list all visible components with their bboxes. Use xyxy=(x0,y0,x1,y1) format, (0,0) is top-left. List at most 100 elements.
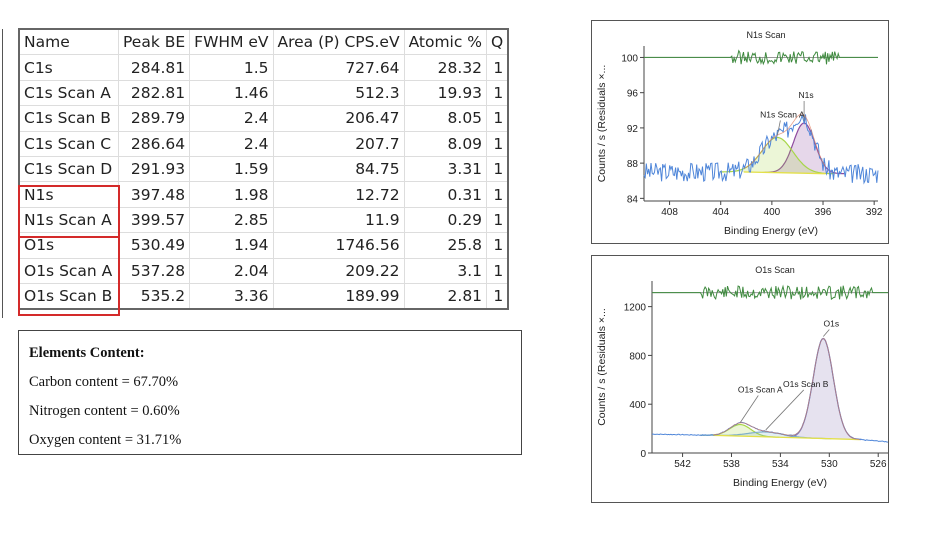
cell-q: 1 xyxy=(486,105,509,132)
envelope-line xyxy=(713,338,860,440)
peak-fill xyxy=(786,338,861,440)
col-area: Area (P) CPS.eV xyxy=(272,28,405,56)
cell-area: 727.64 xyxy=(272,54,405,81)
table-row: C1s Scan D 291.93 1.59 84.75 3.31 1 xyxy=(18,155,509,183)
nitrogen-content: Nitrogen content = 0.60% xyxy=(29,403,180,419)
peak-label-leader xyxy=(765,389,805,431)
cell-fwhm: 1.46 xyxy=(189,79,274,107)
peak-label-leader xyxy=(776,120,781,136)
cell-q: 1 xyxy=(486,232,509,259)
envelope-line xyxy=(744,113,826,169)
x-axis-label: Binding Energy (eV) xyxy=(724,225,818,237)
peak-fill xyxy=(720,137,835,174)
cell-name: C1s xyxy=(18,54,119,81)
cell-name: N1s Scan A xyxy=(18,206,119,234)
o1s-chart-svg: 542 538 534 530 526 0 400 800 1200 O1s Scan Bindin… xyxy=(596,265,889,489)
x-tick-label: 392 xyxy=(866,207,883,218)
y-tick-label: 88 xyxy=(627,159,639,170)
cell-q: 1 xyxy=(486,206,509,234)
cell-name: C1s Scan B xyxy=(18,105,119,132)
y-axis-label: Counts / s (Residuals ×... xyxy=(596,308,608,426)
elements-content-box: Elements Content: Carbon content = 67.70… xyxy=(18,330,522,455)
o1s-chart: 542 538 534 530 526 0 400 800 1200 O1s Scan Bindin… xyxy=(591,255,889,503)
cell-fwhm: 1.59 xyxy=(189,155,274,183)
left-panel-edge xyxy=(2,29,3,318)
cell-fwhm: 2.4 xyxy=(189,105,274,132)
x-tick-label: 542 xyxy=(674,459,691,470)
cell-area: 206.47 xyxy=(272,105,405,132)
cell-peak-be: 284.81 xyxy=(117,54,191,81)
peak-fill xyxy=(764,123,845,174)
table-header-row: Name Peak BE FWHM eV Area (P) CPS.eV Ato… xyxy=(18,28,509,56)
cell-peak-be: 291.93 xyxy=(117,155,191,183)
cell-peak-be: 286.64 xyxy=(117,130,191,157)
cell-name: O1s Scan A xyxy=(18,257,119,284)
oxygen-highlight-box xyxy=(18,236,120,316)
chart-title: O1s Scan xyxy=(755,265,795,275)
y-tick-label: 92 xyxy=(627,124,639,135)
x-tick-label: 534 xyxy=(772,459,789,470)
table-row: C1s 284.81 1.5 727.64 28.32 1 xyxy=(18,54,509,81)
chart-title: N1s Scan xyxy=(746,30,785,40)
cell-q: 1 xyxy=(486,257,509,284)
x-tick-label: 404 xyxy=(712,207,729,218)
cell-q: 1 xyxy=(486,282,509,310)
peak-label: N1s Scan A xyxy=(760,109,805,119)
cell-atomic: 2.81 xyxy=(403,282,488,310)
col-peak-be: Peak BE xyxy=(117,28,191,56)
table-row: C1s Scan C 286.64 2.4 207.7 8.09 1 xyxy=(18,130,509,157)
cell-atomic: 25.8 xyxy=(403,232,488,259)
cell-q: 1 xyxy=(486,155,509,183)
cell-area: 1746.56 xyxy=(272,232,405,259)
x-tick-label: 538 xyxy=(723,459,740,470)
cell-fwhm: 2.04 xyxy=(189,257,274,284)
peak-table: Name Peak BE FWHM eV Area (P) CPS.eV Ato… xyxy=(18,28,510,311)
elements-title: Elements Content: xyxy=(29,345,145,361)
cell-area: 189.99 xyxy=(272,282,405,310)
peak-label: N1s xyxy=(799,90,814,100)
cell-atomic: 0.29 xyxy=(403,206,488,234)
residual-line xyxy=(644,49,878,66)
table-row: C1s Scan B 289.79 2.4 206.47 8.05 1 xyxy=(18,105,509,132)
cell-name: O1s Scan B xyxy=(18,282,119,310)
cell-area: 512.3 xyxy=(272,79,405,107)
peak-label-leader xyxy=(739,395,759,423)
peak-label: O1s Scan B xyxy=(783,379,829,389)
carbon-content: Carbon content = 67.70% xyxy=(29,374,179,390)
x-tick-label: 408 xyxy=(661,207,678,218)
raw-data-line xyxy=(643,113,879,185)
background-line xyxy=(743,171,826,175)
cell-name: C1s Scan C xyxy=(18,130,119,157)
cell-q: 1 xyxy=(486,130,509,157)
cell-fwhm: 1.98 xyxy=(189,181,274,208)
residual-line xyxy=(652,284,888,301)
n1s-chart: 408 404 400 396 392 84 88 92 96 100 N1s Scan Bindin… xyxy=(591,20,889,244)
cell-area: 84.75 xyxy=(272,155,405,183)
cell-q: 1 xyxy=(486,54,509,81)
n1s-chart-svg: 408 404 400 396 392 84 88 92 96 100 N1s Scan Bindin… xyxy=(596,30,883,237)
y-tick-label: 800 xyxy=(629,351,646,362)
cell-name: C1s Scan D xyxy=(18,155,119,183)
peak-label: O1s Scan A xyxy=(738,385,783,395)
cell-atomic: 0.31 xyxy=(403,181,488,208)
table-row: O1s Scan B 535.2 3.36 189.99 2.81 1 xyxy=(18,282,509,310)
col-q: Q xyxy=(486,28,509,56)
cell-atomic: 19.93 xyxy=(403,79,488,107)
x-tick-label: 396 xyxy=(815,207,832,218)
y-tick-label: 100 xyxy=(621,53,638,64)
background-line xyxy=(713,434,860,441)
cell-peak-be: 397.48 xyxy=(117,181,191,208)
y-tick-label: 400 xyxy=(629,400,646,411)
cell-area: 12.72 xyxy=(272,181,405,208)
col-name: Name xyxy=(18,28,119,56)
cell-fwhm: 1.5 xyxy=(189,54,274,81)
cell-fwhm: 2.85 xyxy=(189,206,274,234)
oxygen-content: Oxygen content = 31.71% xyxy=(29,432,182,448)
x-tick-label: 400 xyxy=(764,207,781,218)
peak-label: O1s xyxy=(824,318,840,328)
cell-atomic: 8.09 xyxy=(403,130,488,157)
cell-peak-be: 399.57 xyxy=(117,206,191,234)
cell-area: 207.7 xyxy=(272,130,405,157)
cell-fwhm: 2.4 xyxy=(189,130,274,157)
y-tick-label: 1200 xyxy=(624,303,647,314)
